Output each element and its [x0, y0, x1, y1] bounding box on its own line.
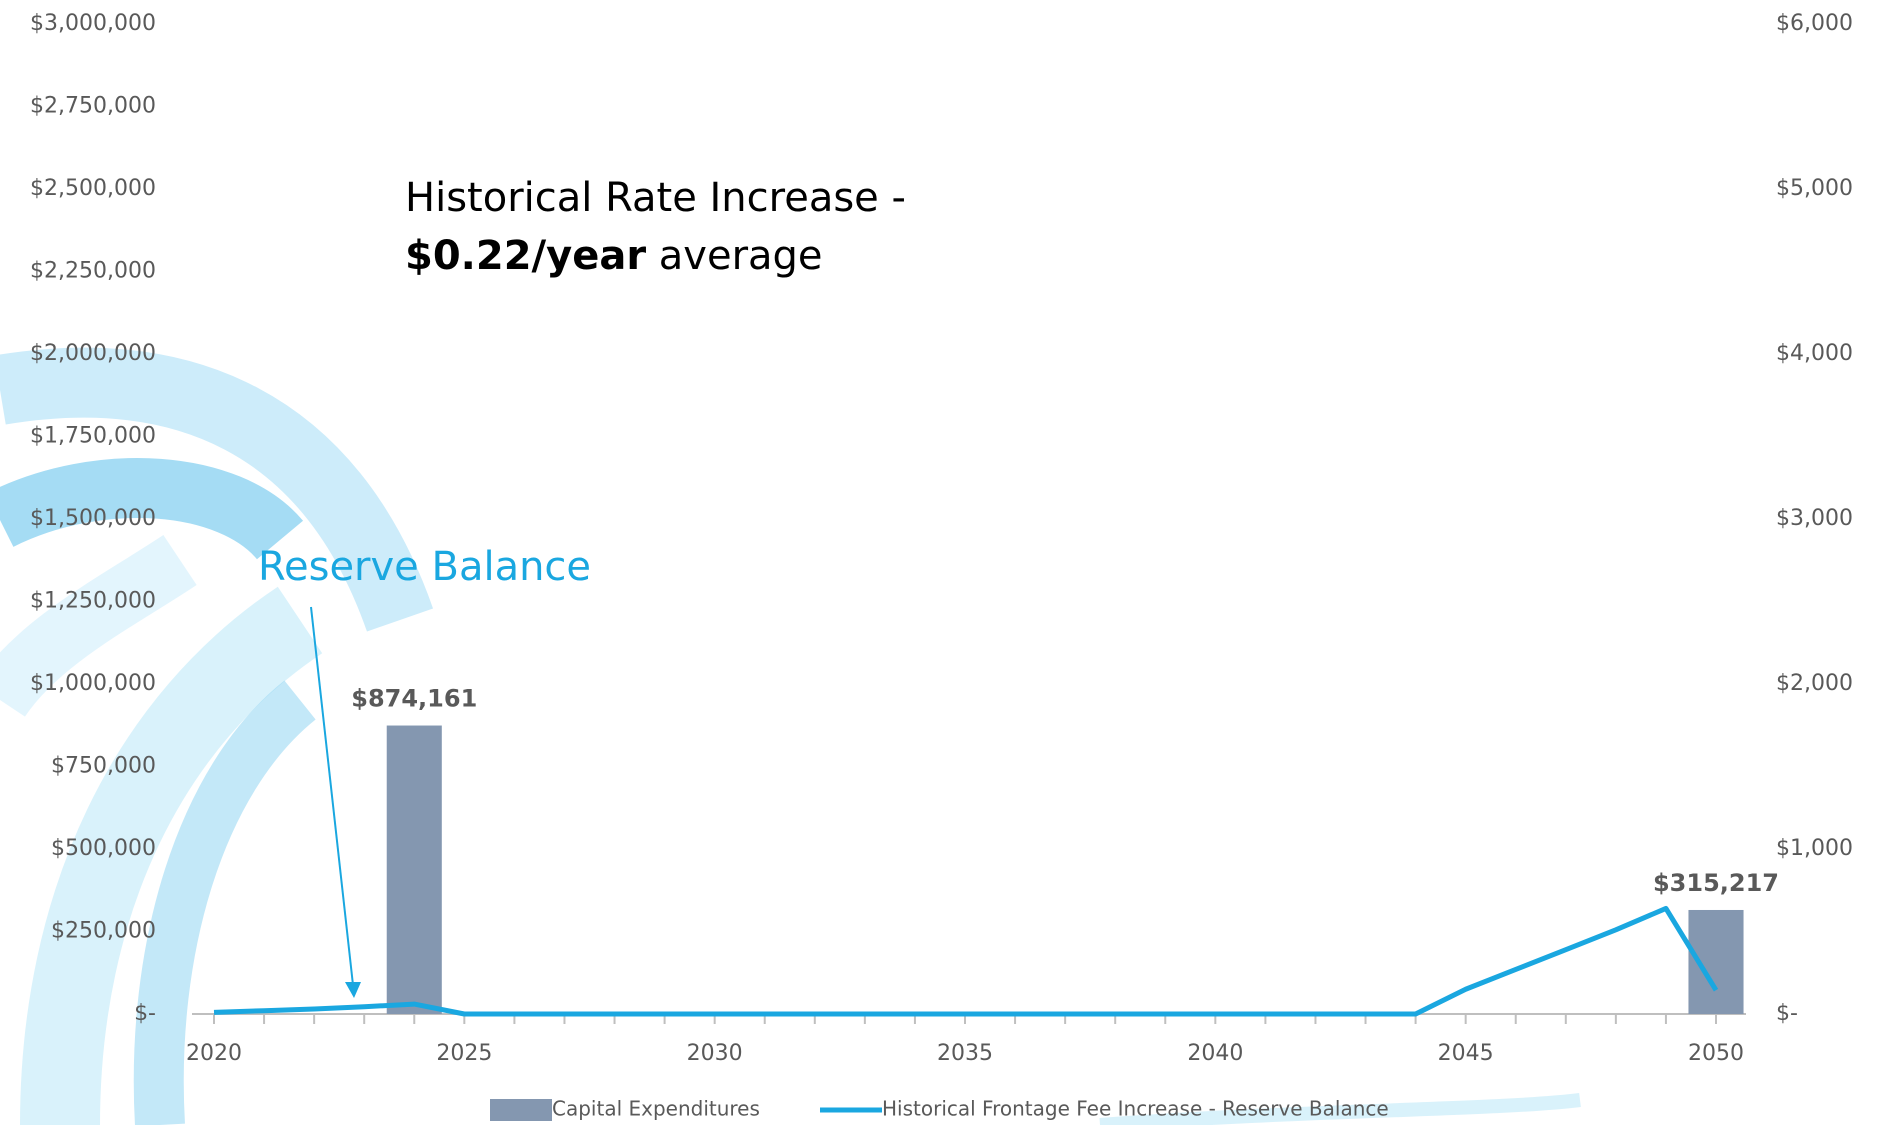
y2-tick-label: $5,000: [1776, 176, 1853, 201]
annotation-bold: $0.22/year: [405, 233, 646, 279]
legend-label: Capital Expenditures: [552, 1097, 760, 1121]
x-tick-label: 2025: [436, 1041, 492, 1066]
y-tick-label: $2,500,000: [30, 176, 156, 201]
annotation: Historical Rate Increase -: [405, 175, 906, 221]
legend-label: Historical Frontage Fee Increase - Reser…: [882, 1097, 1389, 1121]
y-tick-label: $250,000: [51, 919, 156, 944]
x-tick-label: 2035: [937, 1041, 993, 1066]
x-tick-label: 2040: [1187, 1041, 1243, 1066]
y-tick-label: $750,000: [51, 754, 156, 779]
x-tick-label: 2050: [1688, 1041, 1744, 1066]
y2-tick-label: $2,000: [1776, 671, 1853, 696]
arrow-label: Reserve Balance: [258, 544, 591, 590]
y-tick-label: $1,250,000: [30, 589, 156, 614]
y-tick-label: $500,000: [51, 836, 156, 861]
y-tick-label: $1,000,000: [30, 671, 156, 696]
y2-tick-label: $1,000: [1776, 836, 1853, 861]
y-tick-label: $3,000,000: [30, 11, 156, 36]
y2-tick-label: $6,000: [1776, 11, 1853, 36]
legend-swatch: [490, 1099, 552, 1121]
y2-tick-label: $4,000: [1776, 341, 1853, 366]
annotation-rest: average: [659, 233, 823, 279]
x-tick-label: 2045: [1438, 1041, 1494, 1066]
y-tick-label: $1,750,000: [30, 424, 156, 449]
arrow: [310, 606, 361, 998]
annotation: $0.22/year average: [405, 233, 823, 279]
data-label: $874,161: [351, 685, 477, 713]
bar: [386, 725, 442, 1014]
y2-tick-label: $-: [1776, 1001, 1798, 1026]
y-tick-label: $2,000,000: [30, 341, 156, 366]
data-label: $315,217: [1653, 869, 1779, 897]
y-tick-label: $2,750,000: [30, 94, 156, 119]
background-swirl: [0, 347, 1581, 1125]
y-tick-label: $-: [134, 1001, 156, 1026]
y-tick-label: $2,250,000: [30, 259, 156, 284]
x-tick-label: 2020: [186, 1041, 242, 1066]
y-tick-label: $1,500,000: [30, 506, 156, 531]
line: [213, 905, 1719, 1017]
x-tick-label: 2030: [687, 1041, 743, 1066]
y2-tick-label: $3,000: [1776, 506, 1853, 531]
